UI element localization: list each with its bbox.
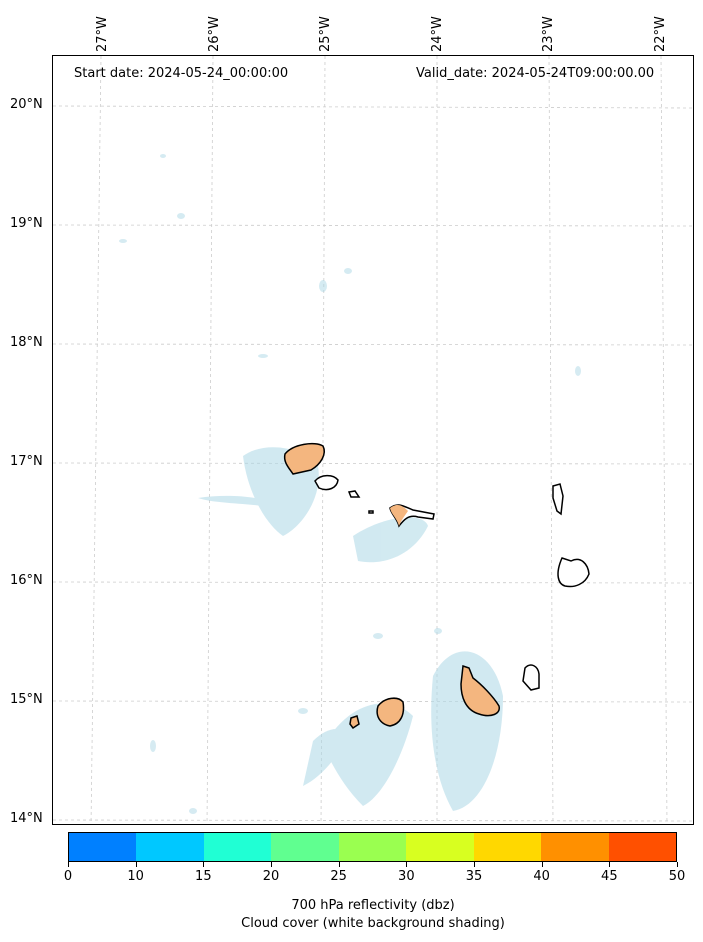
colorbar-tick xyxy=(609,862,611,867)
map-canvas xyxy=(53,56,693,824)
scattered-cloud-cells xyxy=(119,154,581,814)
island-boa-vista xyxy=(557,557,590,588)
colorbar-tick-label: 25 xyxy=(330,869,347,884)
colorbar-tick-label: 10 xyxy=(127,869,144,884)
lat-label: 15°N xyxy=(10,692,43,707)
colorbar-label: 700 hPa reflectivity (dbz) xyxy=(291,898,455,913)
lon-label: 24°W xyxy=(430,16,445,52)
lat-label: 17°N xyxy=(10,454,43,469)
colorbar-segment xyxy=(271,833,339,861)
start-date-label: Start date: 2024-05-24_00:00:00 xyxy=(74,66,289,81)
colorbar-tick xyxy=(203,862,205,867)
island-santo-antao xyxy=(283,442,325,475)
colorbar-tick-label: 45 xyxy=(601,869,618,884)
lon-label: 23°W xyxy=(541,16,556,52)
lon-label: 26°W xyxy=(207,16,222,52)
colorbar-tick-label: 50 xyxy=(668,869,686,884)
cloud-shading xyxy=(198,447,503,811)
lat-label: 20°N xyxy=(10,97,43,112)
colorbar-segment xyxy=(69,833,137,861)
island-maio xyxy=(522,664,540,691)
island-santiago xyxy=(460,664,500,717)
lon-label: 27°W xyxy=(95,16,110,52)
map-panel xyxy=(52,55,694,825)
colorbar-tick xyxy=(406,862,408,867)
colorbar-segment xyxy=(203,833,272,861)
colorbar-segment xyxy=(541,833,609,861)
colorbar-tick xyxy=(541,862,543,867)
colorbar-tick xyxy=(677,862,678,867)
colorbar-tick-label: 35 xyxy=(465,869,483,884)
lat-label: 18°N xyxy=(10,335,43,350)
island-branco xyxy=(368,510,374,514)
colorbar-segment xyxy=(406,833,474,861)
colorbar-sublabel: Cloud cover (white background shading) xyxy=(241,916,505,931)
valid-date-label: Valid_date: 2024-05-24T09:00:00.00 xyxy=(416,66,655,81)
colorbar-tick xyxy=(338,862,340,867)
colorbar-tick-label: 15 xyxy=(195,869,212,884)
lon-label: 25°W xyxy=(318,16,333,52)
island-sao-vicente xyxy=(314,474,339,491)
colorbar-tick xyxy=(271,862,272,867)
lat-label: 19°N xyxy=(10,216,43,231)
colorbar-tick xyxy=(474,862,475,867)
island-sal xyxy=(552,483,564,516)
colorbar-tick-label: 0 xyxy=(63,869,73,884)
colorbar-tick-label: 30 xyxy=(398,869,415,884)
island-fogo xyxy=(376,697,405,727)
lon-label: 22°W xyxy=(653,16,668,52)
colorbar-tick-label: 20 xyxy=(262,869,280,884)
lat-label: 16°N xyxy=(10,573,43,588)
colorbar-segment xyxy=(608,833,676,861)
island-brava xyxy=(349,715,360,730)
islands xyxy=(283,442,590,730)
colorbar xyxy=(68,832,677,862)
island-santa-luzia xyxy=(347,490,361,498)
colorbar-segment xyxy=(473,833,542,861)
colorbar-tick xyxy=(68,862,69,867)
colorbar-segment xyxy=(136,833,204,861)
gridlines xyxy=(53,56,693,824)
colorbar-tick-label: 40 xyxy=(533,869,550,884)
lat-label: 14°N xyxy=(10,811,43,826)
colorbar-segment xyxy=(338,833,407,861)
colorbar-tick xyxy=(135,862,137,867)
